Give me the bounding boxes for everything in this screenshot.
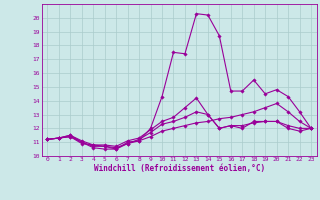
X-axis label: Windchill (Refroidissement éolien,°C): Windchill (Refroidissement éolien,°C) xyxy=(94,164,265,173)
